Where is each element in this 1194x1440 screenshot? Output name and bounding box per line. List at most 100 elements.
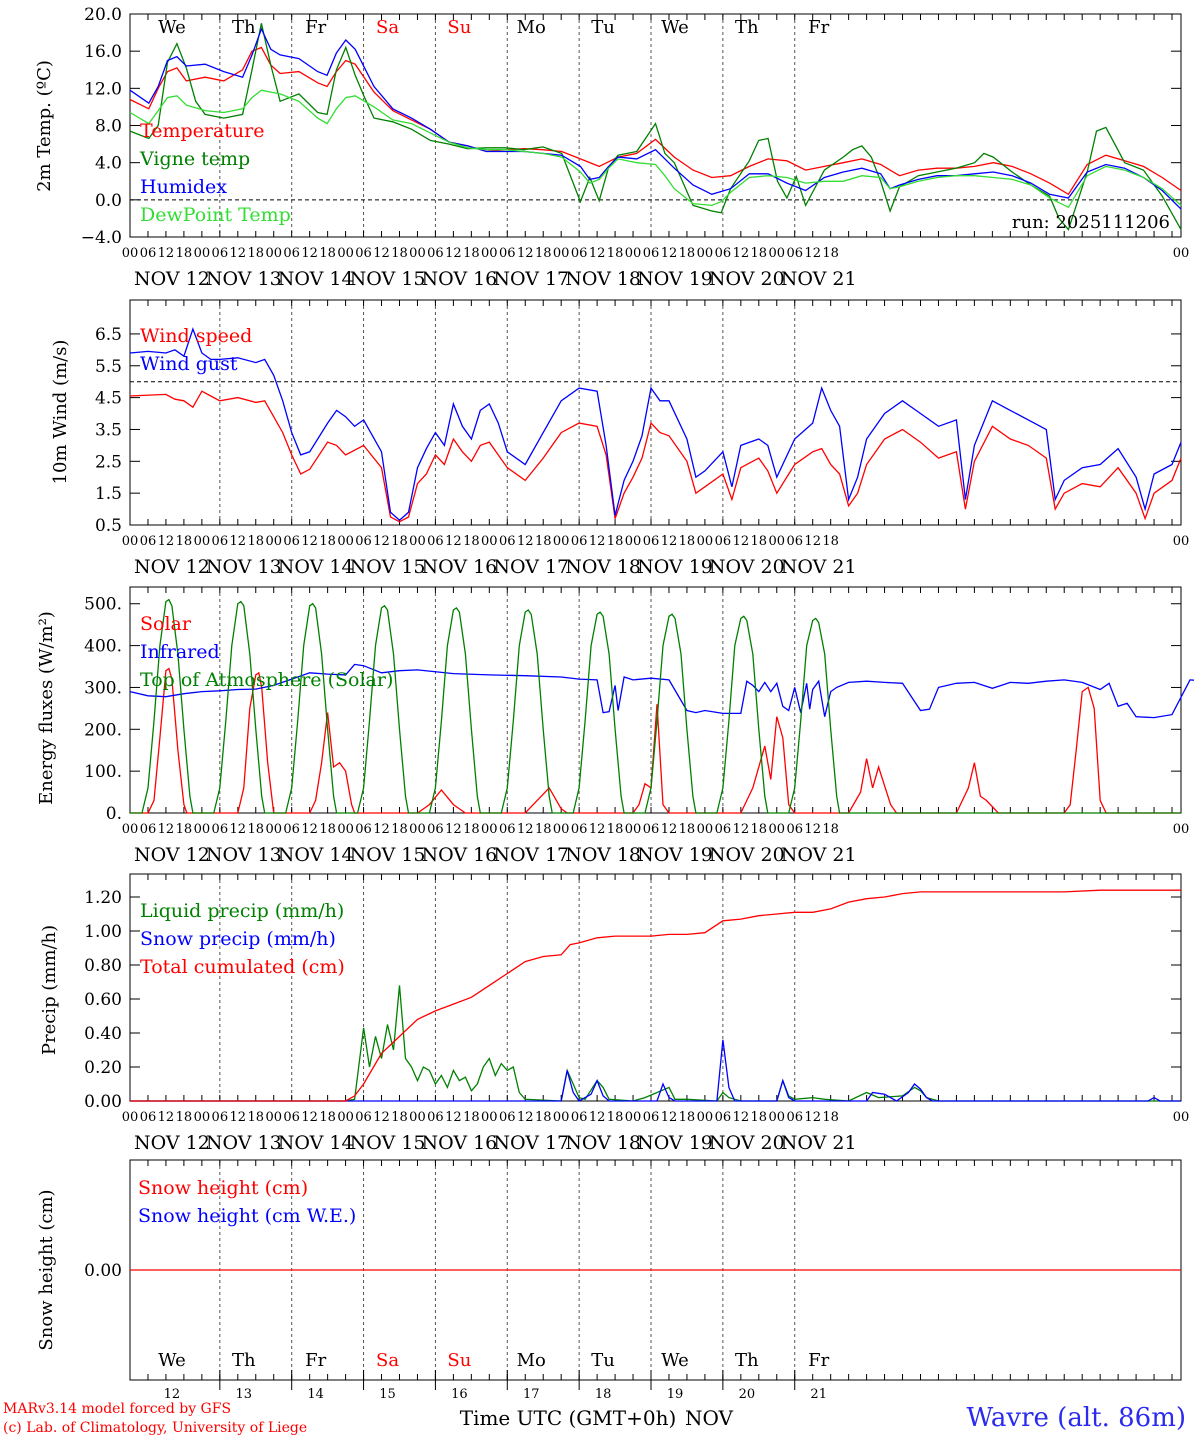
x-hour-label: 06 [427,246,444,261]
x-date-label: NOV 12 [134,1132,210,1154]
x-hour-label: 00 [481,822,498,837]
weekday-label: Fr [305,1350,326,1371]
day-number: 21 [810,1387,827,1402]
x-hour-label: 00 [265,246,282,261]
y-tick-label: 3.5 [95,420,122,440]
panel-3-frame [129,586,1182,814]
x-hour-label: 00 [337,534,354,549]
x-hour-label: 18 [822,822,839,837]
x-hour-label: 12 [804,534,821,549]
x-hour-label: 12 [230,1110,247,1125]
x-hour-label: 18 [463,534,480,549]
x-hour-label: 00 [194,822,211,837]
legend-total-cumulated-cm-: Total cumulated (cm) [140,956,345,978]
x-hour-label: 12 [301,822,318,837]
x-hour-label: 18 [176,246,193,261]
x-hour-label: 18 [751,534,768,549]
x-hour-label: 12 [301,534,318,549]
x-date-label: NOV 12 [134,844,210,866]
x-hour-label: 06 [571,1110,588,1125]
weekday-label: Sa [376,17,399,38]
series-solar [130,667,1181,814]
x-date-label: NOV 19 [637,556,713,578]
x-hour-label: 18 [607,822,624,837]
y-tick-label: −4.0 [81,228,122,248]
x-hour-label: 12 [158,246,175,261]
weekday-label: Mo [517,1350,546,1371]
y-tick-label: 1.5 [95,484,122,504]
x-hour-label: 12 [373,1110,390,1125]
x-hour-label: 06 [715,534,732,549]
x-hour-label: 18 [607,534,624,549]
y-tick-label: 1.20 [84,888,122,908]
x-date-label: NOV 18 [565,844,641,866]
y-tick-label: 200. [84,720,122,740]
panel-2-frame [129,299,1182,526]
credit-model: MARv3.14 model forced by GFS [3,1401,232,1417]
y-axis-title: 2m Temp. (ºC) [34,60,55,192]
y-tick-label: 0.60 [84,990,122,1010]
x-hour-label: 06 [427,822,444,837]
x-hour-label: 06 [643,822,660,837]
x-hour-label: 12 [158,534,175,549]
credits: MARv3.14 model forced by GFS (c) Lab. of… [3,1400,307,1438]
x-hour-label: 06 [571,534,588,549]
x-date-label: NOV 14 [278,268,354,290]
x-hour-label: 06 [140,534,157,549]
weekday-label: Mo [517,17,546,38]
x-hour-label: 00 [122,822,139,837]
x-date-label: NOV 12 [134,556,210,578]
legend-dewpoint-temp: DewPoint Temp [140,204,291,226]
x-hour-label: 06 [643,1110,660,1125]
legend-humidex: Humidex [140,176,227,198]
y-tick-label: 500. [84,595,122,615]
y-axis-title: Precip (mm/h) [39,925,60,1055]
x-hour-label: 12 [589,534,606,549]
x-hour-label: 18 [535,1110,552,1125]
x-hour-label: 18 [751,246,768,261]
legend-temperature: Temperature [140,120,264,142]
x-hour-label: 06 [715,822,732,837]
x-hour-label: 00 [194,1110,211,1125]
x-hour-label: 12 [230,822,247,837]
x-hour-label: 06 [786,822,803,837]
x-hour-label: 18 [247,822,264,837]
x-hour-label: 06 [427,1110,444,1125]
x-hour-label: 00 [481,246,498,261]
y-tick-label: 4.5 [95,389,122,409]
x-hour-label: 18 [679,246,696,261]
x-hour-label: 06 [571,246,588,261]
x-date-label: NOV 15 [350,556,426,578]
x-hour-label: 00 [409,822,426,837]
legend-snow-precip-mm-h-: Snow precip (mm/h) [140,928,336,950]
x-hour-label: 12 [733,1110,750,1125]
x-hour-label: 12 [661,534,678,549]
x-hour-label: 00 [768,246,785,261]
x-hour-label: 06 [355,1110,372,1125]
x-hour-label: 06 [499,822,516,837]
series-dewpoint-temp [129,89,1182,209]
x-hour-label: 06 [786,1110,803,1125]
weekday-label: We [158,17,186,38]
x-hour-label: 00 [553,822,570,837]
x-hour-label: 18 [319,1110,336,1125]
series-infrared [129,663,1194,719]
weekday-label: Fr [305,17,326,38]
x-hour-label: 00 [625,1110,642,1125]
day-number: 12 [164,1387,181,1402]
x-hour-label: 06 [140,1110,157,1125]
x-date-label: NOV 15 [350,268,426,290]
y-tick-label: 6.5 [95,325,122,345]
day-number: 14 [307,1387,324,1402]
x-hour-label: 18 [391,246,408,261]
y-tick-label: 0. [106,804,122,824]
series-total-cumulated-cm- [130,889,1181,1102]
day-number: 18 [595,1387,612,1402]
y-tick-label: 400. [84,637,122,657]
x-hour-label: 12 [517,1110,534,1125]
x-hour-label: 06 [140,246,157,261]
x-date-label: NOV 21 [781,1132,857,1154]
x-date-label: NOV 16 [421,556,497,578]
x-date-label: NOV 19 [637,268,713,290]
weekday-label: Su [447,1350,471,1371]
